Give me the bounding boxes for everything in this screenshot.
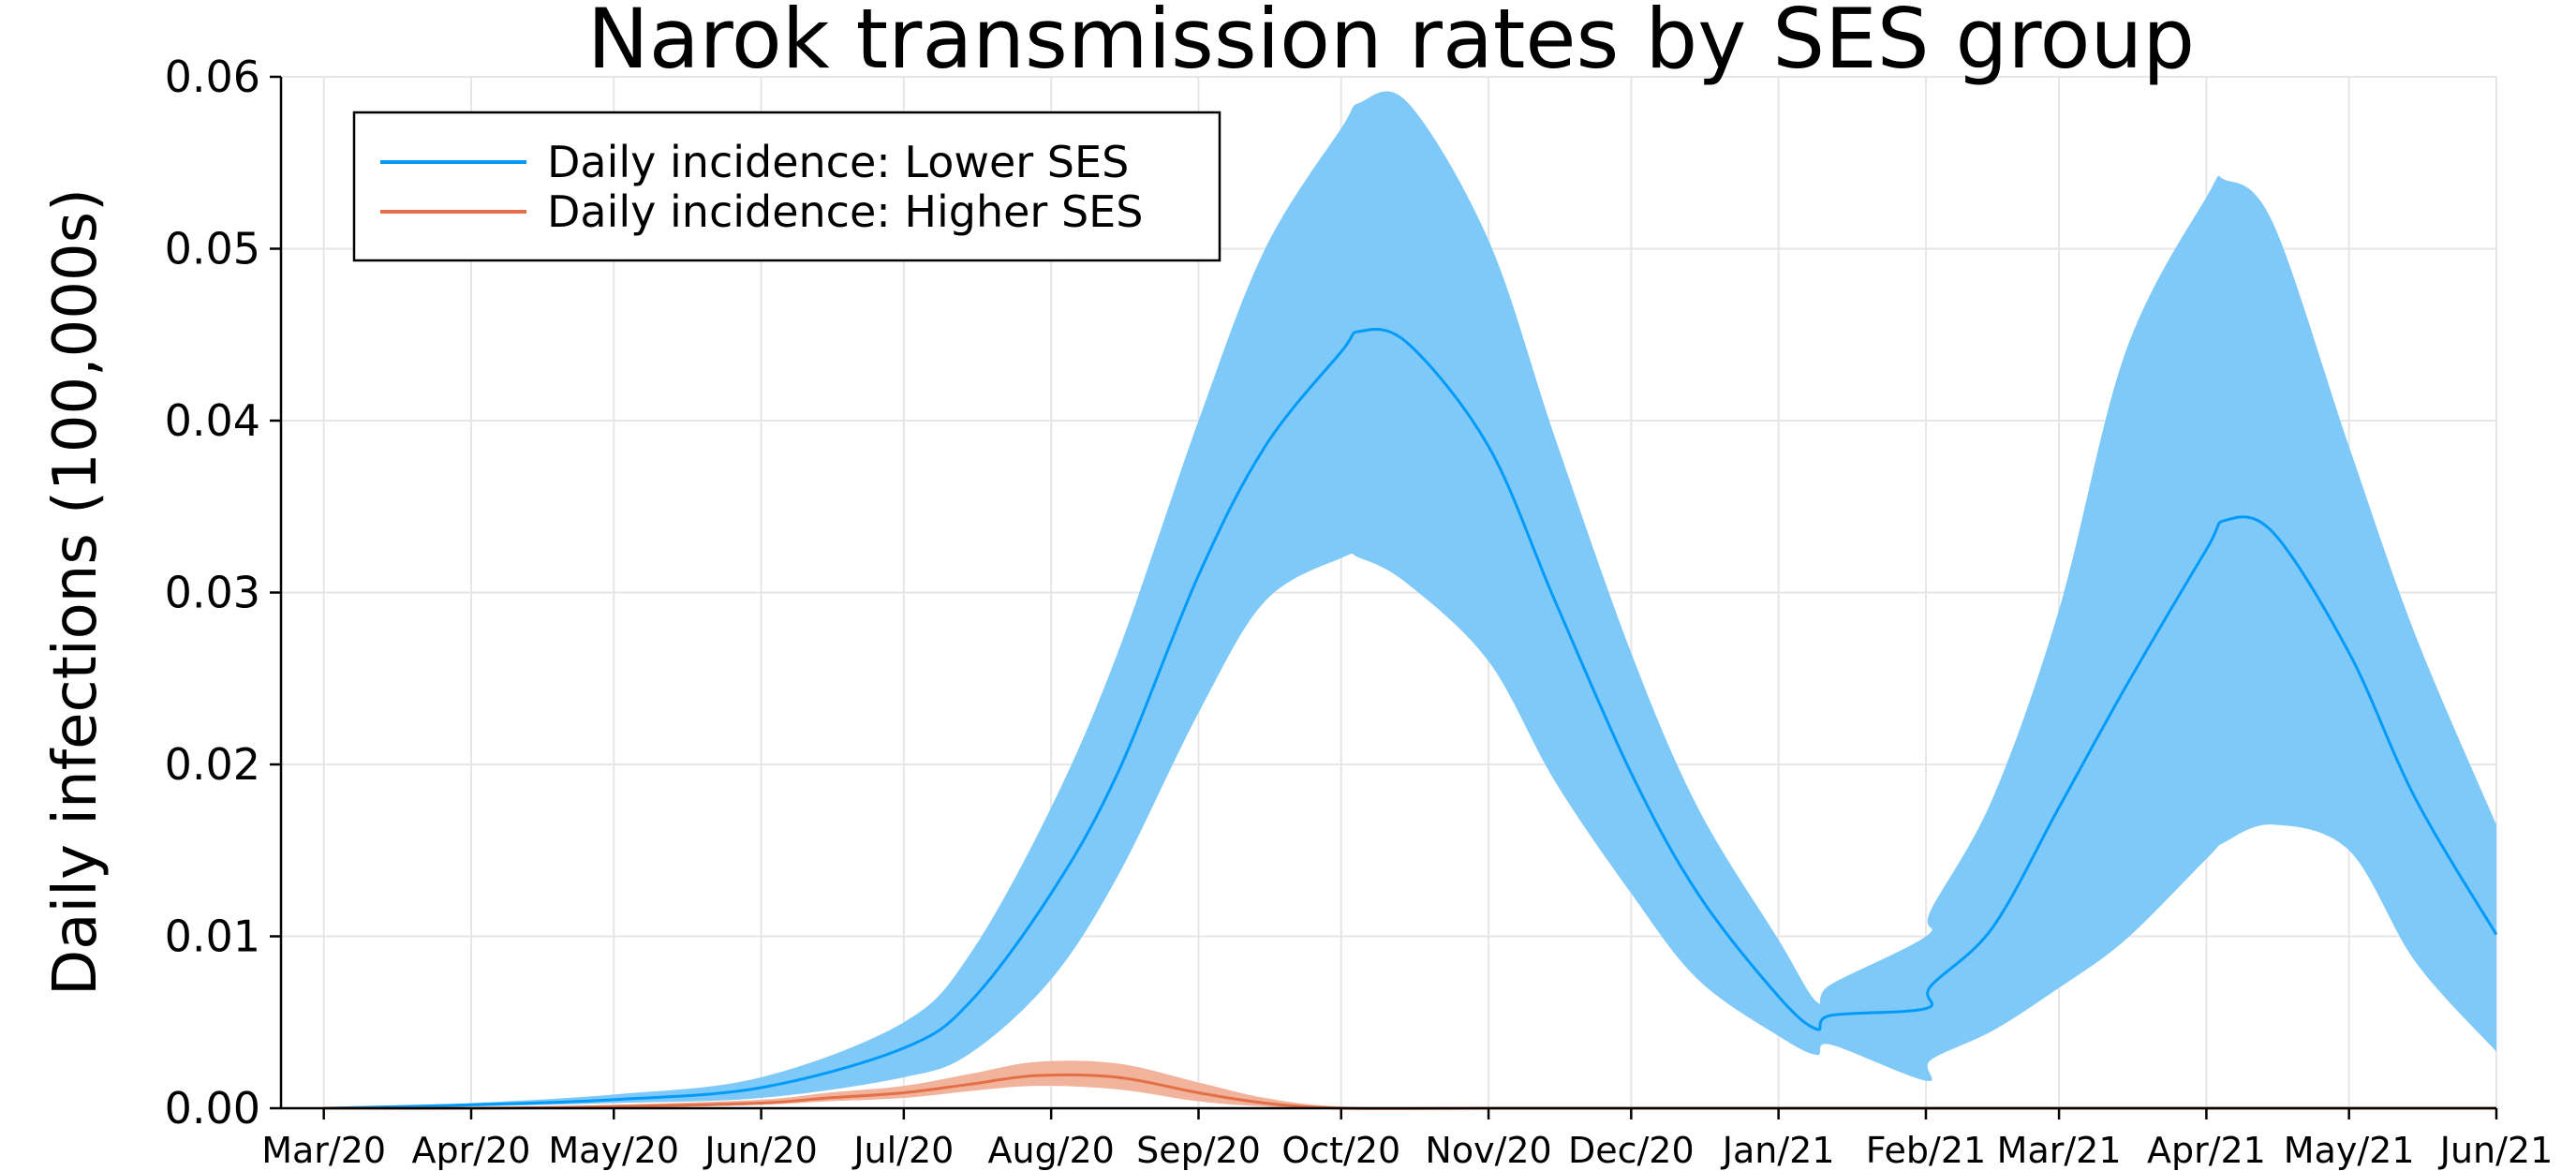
axes <box>270 75 2498 1119</box>
y-tick-label: 0.06 <box>165 52 260 102</box>
y-axis-label: Daily infections (100,000s) <box>41 188 111 996</box>
x-tick-label: May/21 <box>2284 1130 2415 1171</box>
x-tick-label: Nov/20 <box>1425 1130 1551 1171</box>
legend-box <box>352 111 1221 262</box>
x-tick-label: Mar/21 <box>1997 1130 2122 1171</box>
chart-title: Narok transmission rates by SES group <box>587 0 2195 87</box>
x-tick-label: Aug/20 <box>987 1130 1114 1171</box>
y-tick-label: 0.00 <box>165 1083 260 1134</box>
y-tick-label: 0.01 <box>165 912 260 962</box>
x-tick-label: Mar/20 <box>261 1130 386 1171</box>
x-tick-label: Apr/21 <box>2147 1130 2266 1171</box>
x-tick-label: Jun/21 <box>2438 1130 2554 1171</box>
legend-label-higher-ses: Daily incidence: Higher SES <box>547 186 1143 237</box>
tick-labels: 0.00 0.01 0.02 0.03 0.04 0.05 0.06 Mar/20 Apr/20… <box>165 52 2554 1171</box>
x-tick-label: Sep/20 <box>1136 1130 1261 1171</box>
x-tick-label: Jun/20 <box>703 1130 818 1171</box>
x-tick-label: Oct/20 <box>1281 1130 1400 1171</box>
line-daily-incidence-lower-ses <box>323 328 2498 1110</box>
legend-label-lower-ses: Daily incidence: Lower SES <box>547 137 1129 187</box>
band-daily-incidence-lower-ses <box>323 91 2496 1109</box>
y-tick-label: 0.04 <box>165 395 260 446</box>
x-tick-label: May/20 <box>548 1130 679 1171</box>
y-tick-label: 0.03 <box>165 568 260 618</box>
y-tick-label: 0.05 <box>165 224 260 274</box>
x-tick-label: Dec/20 <box>1568 1130 1695 1171</box>
y-tick-label: 0.02 <box>165 739 260 790</box>
x-tick-label: Jul/20 <box>851 1130 954 1171</box>
x-tick-label: Jan/21 <box>1721 1130 1835 1171</box>
legend: Daily incidence: Lower SES Daily inciden… <box>352 111 1221 262</box>
x-tick-label: Apr/20 <box>412 1130 531 1171</box>
x-tick-label: Feb/21 <box>1866 1130 1986 1171</box>
